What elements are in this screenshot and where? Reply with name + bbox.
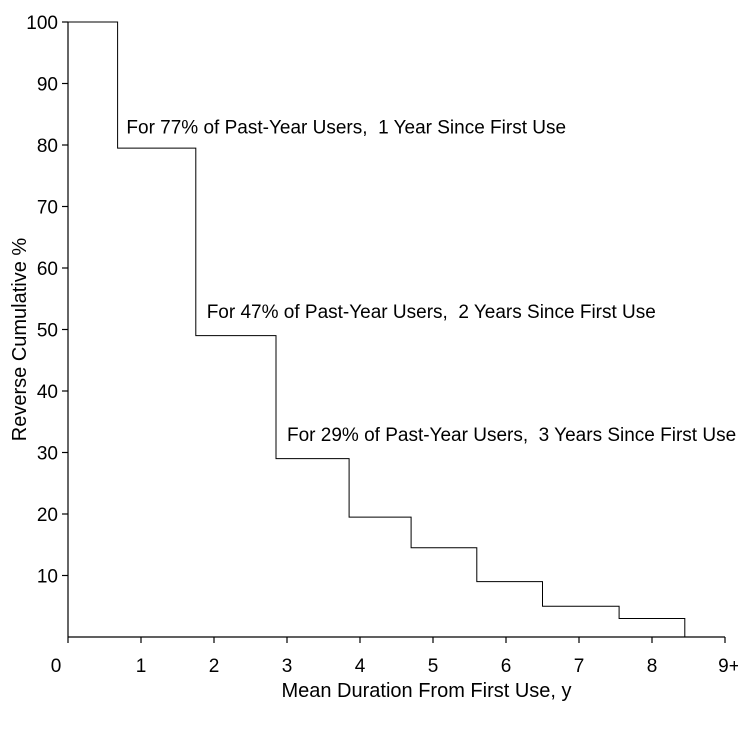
x-tick-label: 1 (136, 656, 147, 677)
x-axis-title: Mean Duration From First Use, y (281, 680, 571, 702)
y-axis: 10 20 30 40 50 60 70 80 90 100 (26, 13, 69, 637)
x-tick-label: 9+ (718, 656, 738, 677)
annotation-label: For 29% of Past-Year Users, 3 Years Sinc… (287, 425, 736, 446)
series-group (68, 21, 722, 638)
y-tick-label: 60 (37, 259, 58, 280)
x-tick-label: 7 (574, 656, 585, 677)
y-tick-label: 10 (37, 567, 58, 588)
x-tick-label: 5 (428, 656, 439, 677)
y-tick-label: 90 (37, 75, 58, 96)
y-tick-label: 30 (37, 444, 58, 465)
x-tick-label: 6 (501, 656, 512, 677)
x-tick-label: 0 (51, 656, 62, 677)
x-tick-label: 8 (647, 656, 658, 677)
y-tick-label: 20 (37, 505, 58, 526)
annotations-group: For 77% of Past-Year Users, 1 Year Since… (126, 118, 736, 446)
y-tick-label: 50 (37, 321, 58, 342)
x-tick-label: 2 (209, 656, 220, 677)
x-tick-label: 3 (282, 656, 293, 677)
y-axis-title: Reverse Cumulative % (9, 238, 31, 442)
annotation-label: For 47% of Past-Year Users, 2 Years Sinc… (207, 302, 656, 323)
y-tick-label: 40 (37, 382, 58, 403)
step-series-line (68, 21, 722, 638)
y-tick-label: 100 (26, 13, 58, 34)
x-tick-label: 4 (355, 656, 366, 677)
y-tick-label: 80 (37, 136, 58, 157)
annotation-label: For 77% of Past-Year Users, 1 Year Since… (126, 118, 566, 139)
y-tick-label: 70 (37, 198, 58, 219)
x-axis: 0 1 2 3 4 5 6 7 8 9+ (51, 636, 738, 677)
